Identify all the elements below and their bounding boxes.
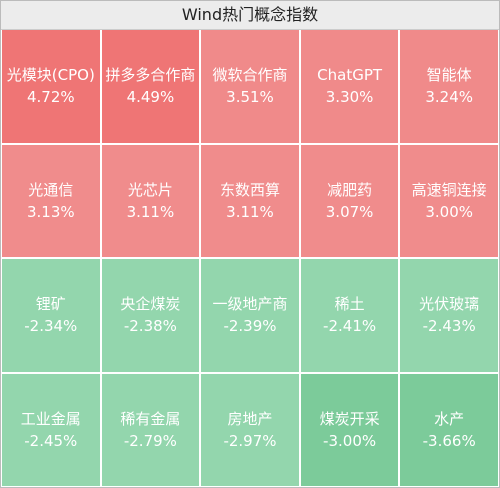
tile-grid: 光模块(CPO) 4.72% 拼多多合作商 4.49% 微软合作商 3.51% ChatGP… xyxy=(1,30,499,487)
tile-name: 智能体 xyxy=(426,66,472,85)
tile-name: 微软合作商 xyxy=(212,66,288,85)
tile-change: -2.97% xyxy=(223,431,277,450)
tile-name: 央企煤炭 xyxy=(120,295,181,314)
tile: 东数西算 3.11% xyxy=(201,144,299,257)
panel-title: Wind热门概念指数 xyxy=(1,1,499,30)
tile: 高速铜连接 3.00% xyxy=(400,144,498,257)
tile-change: -2.43% xyxy=(422,317,476,336)
tile-name: 拼多多合作商 xyxy=(105,66,196,85)
tile-name: 减肥药 xyxy=(327,180,373,199)
tile-name: 锂矿 xyxy=(35,295,66,314)
tile-name: 煤炭开采 xyxy=(319,409,380,428)
tile-name: 东数西算 xyxy=(219,180,280,199)
tile: 工业金属 -2.45% xyxy=(2,373,100,486)
tile: 智能体 3.24% xyxy=(400,30,498,143)
tile-change: 3.24% xyxy=(425,88,474,107)
tile: 央企煤炭 -2.38% xyxy=(101,259,200,372)
tile-name: 稀土 xyxy=(334,295,365,314)
tile-change: 3.11% xyxy=(226,202,274,221)
tile: 房地产 -2.97% xyxy=(201,373,299,486)
tile-name: ChatGPT xyxy=(317,66,383,85)
tile-name: 光芯片 xyxy=(127,180,173,199)
tile-change: 3.07% xyxy=(325,202,374,221)
tile-name: 工业金属 xyxy=(20,409,81,428)
tile: 光模块(CPO) 4.72% xyxy=(2,30,100,143)
tile-name: 光模块(CPO) xyxy=(6,66,95,85)
tile: 微软合作商 3.51% xyxy=(201,30,299,143)
tile-change: -2.79% xyxy=(123,431,177,450)
tile-change: -2.41% xyxy=(323,317,377,336)
tile-change: -2.34% xyxy=(24,317,78,336)
tile-change: 4.72% xyxy=(26,88,75,107)
tile: 光芯片 3.11% xyxy=(101,144,200,257)
tile-change: -2.38% xyxy=(123,317,177,336)
tile: 减肥药 3.07% xyxy=(300,144,399,257)
tile: 煤炭开采 -3.00% xyxy=(300,373,399,486)
tile-change: -2.39% xyxy=(223,317,277,336)
tile-change: 3.13% xyxy=(26,202,75,221)
tile-change: 3.00% xyxy=(425,202,474,221)
tile-change: 3.11% xyxy=(126,202,175,221)
tile-change: -3.66% xyxy=(422,431,476,450)
tile-change: 4.49% xyxy=(126,88,175,107)
tile: 稀有金属 -2.79% xyxy=(101,373,200,486)
tile-change: -3.00% xyxy=(323,431,377,450)
tile-name: 房地产 xyxy=(227,409,273,428)
tile: 拼多多合作商 4.49% xyxy=(101,30,200,143)
tile-change: 3.51% xyxy=(226,88,274,107)
tile-change: -2.45% xyxy=(24,431,78,450)
tile-name: 光伏玻璃 xyxy=(419,295,480,314)
tile: 一级地产商 -2.39% xyxy=(201,259,299,372)
tile-name: 水产 xyxy=(434,409,465,428)
tile-name: 一级地产商 xyxy=(212,295,288,314)
tile: 光伏玻璃 -2.43% xyxy=(400,259,498,372)
tile: 水产 -3.66% xyxy=(400,373,498,486)
tile-name: 高速铜连接 xyxy=(411,180,487,199)
tile: 稀土 -2.41% xyxy=(300,259,399,372)
tile-name: 光通信 xyxy=(28,180,74,199)
tile: ChatGPT 3.30% xyxy=(300,30,399,143)
tile-name: 稀有金属 xyxy=(120,409,181,428)
tile-change: 3.30% xyxy=(325,88,374,107)
tile: 锂矿 -2.34% xyxy=(2,259,100,372)
tile: 光通信 3.13% xyxy=(2,144,100,257)
